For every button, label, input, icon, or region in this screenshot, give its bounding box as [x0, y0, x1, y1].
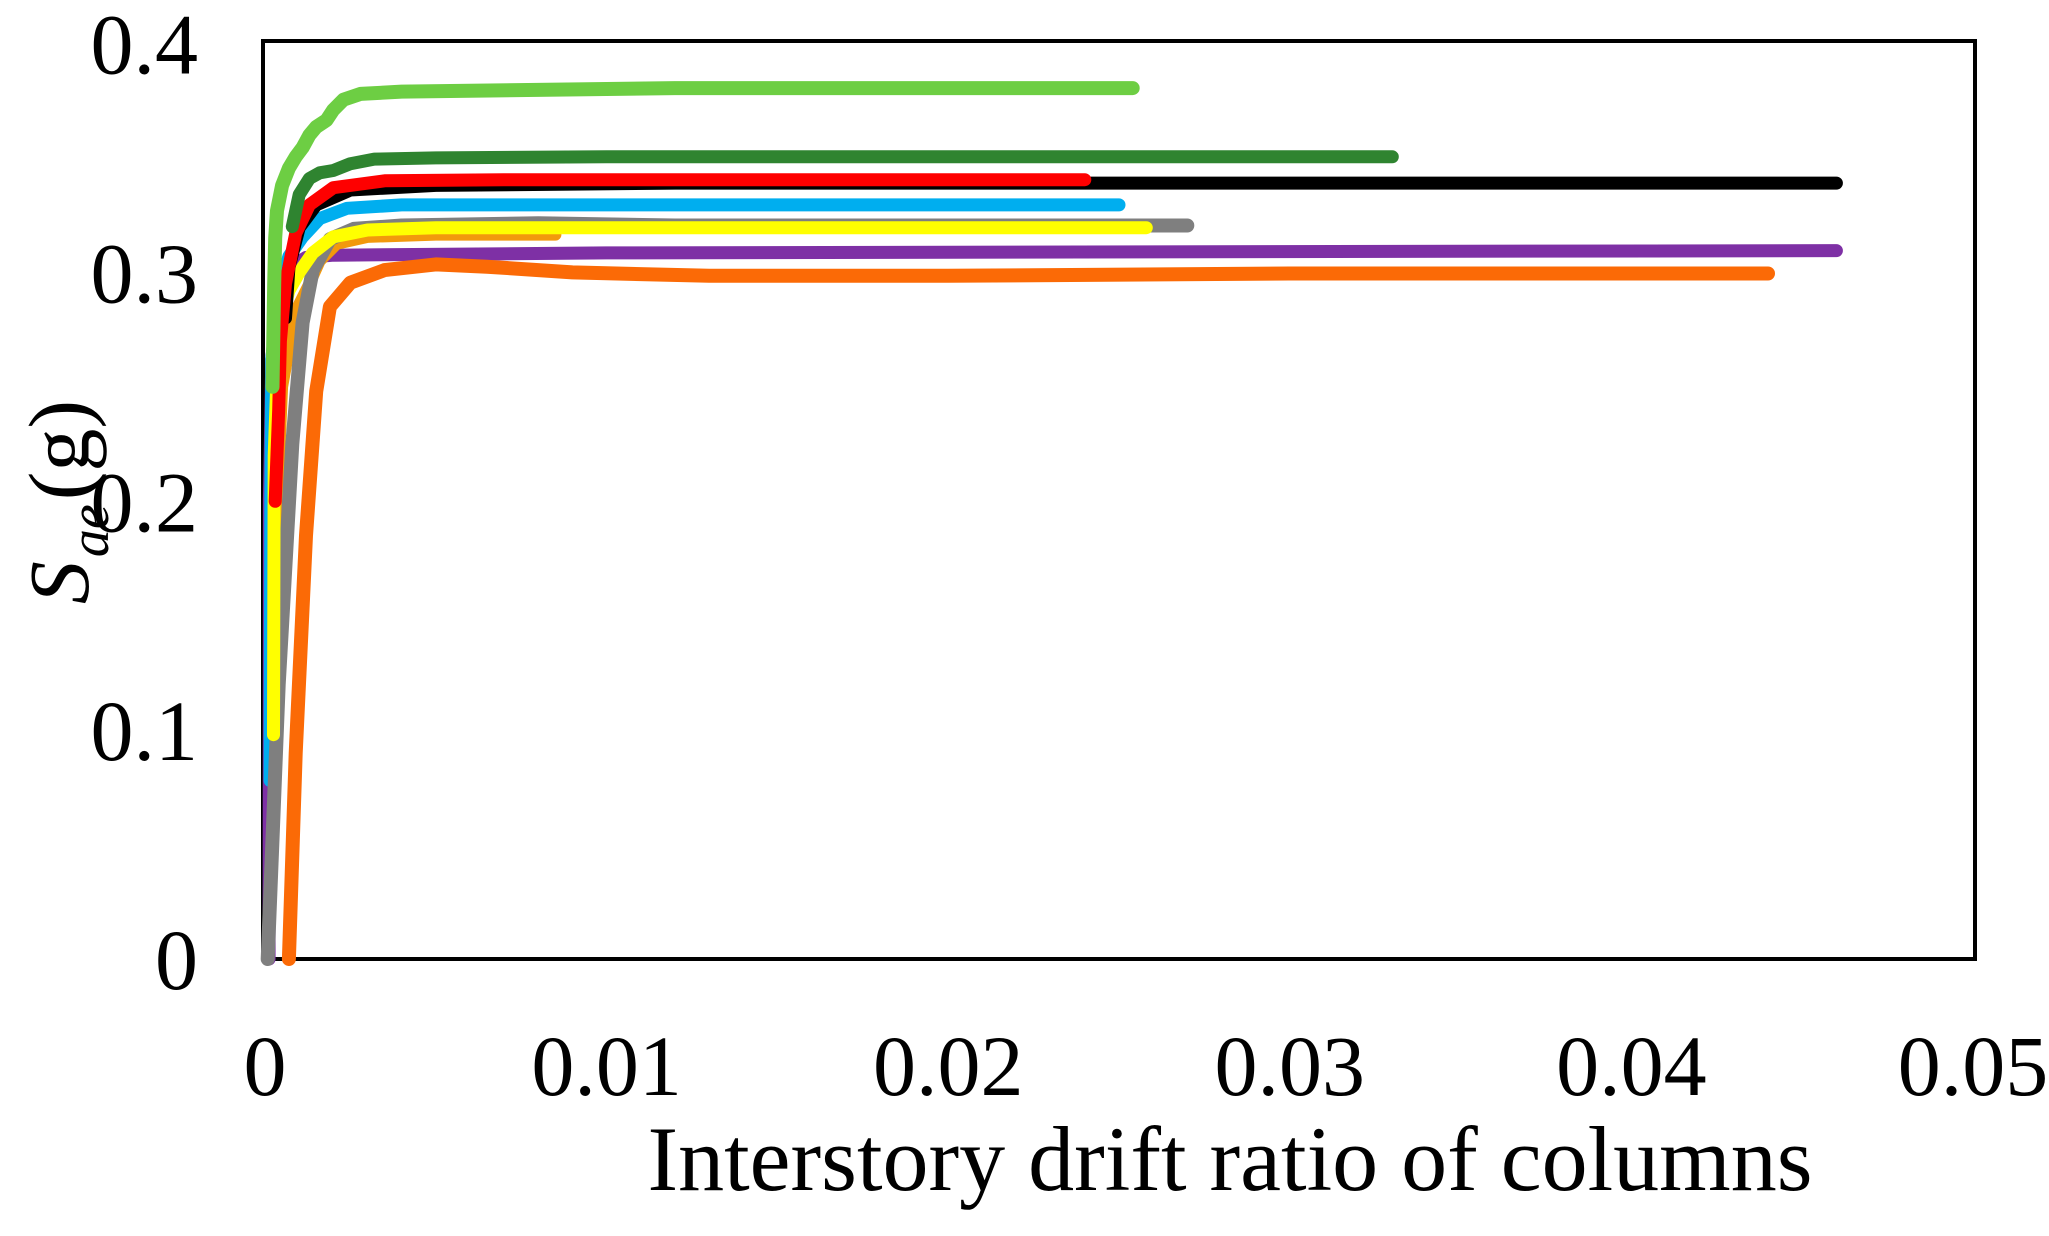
series-light-green	[265, 81, 1140, 394]
y-axis-title-subscript: ae	[59, 504, 121, 557]
y-axis-title-symbol: S	[11, 561, 107, 604]
y-tick-label-0.3: 0.3	[91, 225, 199, 321]
y-tick-label-0.4: 0.4	[91, 0, 199, 93]
series-gray	[260, 216, 1195, 966]
x-tick-label-0.03: 0.03	[1215, 1018, 1366, 1114]
x-axis-title: Interstory drift ratio of columns	[647, 1108, 1812, 1210]
x-tick-label-0.01: 0.01	[531, 1018, 682, 1114]
series-purple	[262, 244, 1843, 966]
y-axis-title-unit: (g)	[11, 400, 107, 500]
x-tick-label-0.05: 0.05	[1898, 1018, 2049, 1114]
x-tick-label-0.02: 0.02	[873, 1018, 1024, 1114]
series-cyan	[263, 198, 1126, 787]
series-orange	[281, 257, 1775, 966]
series-yellow	[267, 221, 1153, 742]
series-layer	[260, 81, 1843, 966]
x-axis-tick-labels: 0 0.01 0.02 0.03 0.04 0.05	[244, 1018, 2049, 1114]
series-dark-green	[285, 150, 1399, 234]
y-axis-tick-labels: 0 0.1 0.2 0.3 0.4	[91, 0, 199, 1008]
x-tick-label-0.04: 0.04	[1556, 1018, 1707, 1114]
y-tick-label-0: 0	[155, 912, 198, 1008]
y-tick-label-0.1: 0.1	[91, 683, 199, 779]
y-tick-label-0.2: 0.2	[91, 454, 199, 550]
y-axis-title: S ae (g)	[11, 400, 121, 604]
x-tick-label-0: 0	[244, 1018, 287, 1114]
